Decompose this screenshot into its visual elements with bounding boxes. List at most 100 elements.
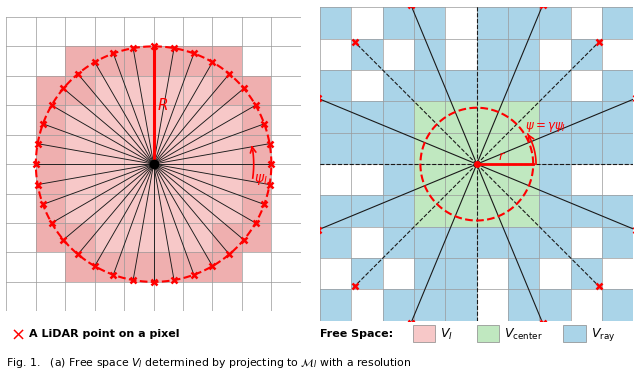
- Bar: [124, 46, 154, 76]
- Bar: [414, 101, 445, 133]
- Bar: [634, 227, 640, 258]
- Bar: [445, 258, 477, 289]
- Bar: [183, 135, 212, 164]
- Bar: [477, 39, 508, 70]
- Bar: [65, 135, 95, 164]
- Bar: [154, 76, 183, 105]
- Bar: [154, 135, 183, 164]
- Bar: [383, 164, 414, 195]
- Bar: [183, 105, 212, 135]
- Bar: [212, 164, 242, 194]
- Bar: [351, 195, 383, 227]
- Bar: [602, 101, 634, 133]
- Bar: [320, 133, 351, 164]
- Text: $\psi = \gamma\psi_I$: $\psi = \gamma\psi_I$: [525, 120, 566, 134]
- Bar: [477, 325, 499, 342]
- Bar: [65, 253, 95, 282]
- Bar: [540, 70, 571, 101]
- Bar: [124, 76, 154, 105]
- Bar: [183, 223, 212, 253]
- Bar: [212, 194, 242, 223]
- Bar: [124, 253, 154, 282]
- Bar: [65, 76, 95, 105]
- Bar: [95, 46, 124, 76]
- Bar: [154, 194, 183, 223]
- Bar: [95, 46, 124, 76]
- Bar: [65, 194, 95, 223]
- Bar: [508, 70, 540, 101]
- Bar: [508, 101, 540, 133]
- Text: $r$: $r$: [498, 150, 506, 163]
- Bar: [351, 133, 383, 164]
- Bar: [602, 289, 634, 321]
- Bar: [540, 133, 571, 164]
- Bar: [477, 7, 508, 39]
- Bar: [351, 258, 383, 289]
- Bar: [36, 164, 65, 194]
- Bar: [212, 46, 242, 76]
- Bar: [508, 227, 540, 258]
- Bar: [65, 105, 95, 135]
- Bar: [383, 227, 414, 258]
- Bar: [540, 0, 571, 7]
- Bar: [65, 46, 95, 76]
- Bar: [508, 39, 540, 70]
- Bar: [634, 133, 640, 164]
- Bar: [445, 101, 477, 133]
- Bar: [571, 133, 602, 164]
- Bar: [414, 7, 445, 39]
- Bar: [36, 135, 65, 164]
- Bar: [602, 195, 634, 227]
- Bar: [477, 195, 508, 227]
- Bar: [183, 194, 212, 223]
- Bar: [477, 101, 508, 133]
- Bar: [95, 253, 124, 282]
- Bar: [36, 223, 65, 253]
- Text: $\psi_I$: $\psi_I$: [253, 172, 268, 187]
- Bar: [508, 101, 540, 133]
- Text: $R$: $R$: [157, 97, 168, 113]
- Bar: [242, 223, 271, 253]
- Bar: [477, 133, 508, 164]
- Bar: [242, 164, 271, 194]
- Bar: [154, 253, 183, 282]
- Bar: [154, 223, 183, 253]
- Bar: [65, 253, 95, 282]
- Bar: [508, 133, 540, 164]
- Bar: [36, 135, 65, 164]
- Bar: [212, 223, 242, 253]
- Bar: [414, 195, 445, 227]
- Bar: [242, 135, 271, 164]
- Bar: [634, 70, 640, 101]
- Bar: [183, 46, 212, 76]
- Bar: [571, 195, 602, 227]
- Bar: [508, 7, 540, 39]
- Bar: [183, 253, 212, 282]
- Bar: [445, 289, 477, 321]
- Bar: [445, 227, 477, 258]
- Bar: [95, 194, 124, 223]
- Bar: [508, 258, 540, 289]
- Text: $\boldsymbol{V_{\mathrm{center}}}$: $\boldsymbol{V_{\mathrm{center}}}$: [504, 326, 543, 342]
- Bar: [242, 105, 271, 135]
- Bar: [242, 194, 271, 223]
- Bar: [383, 70, 414, 101]
- Bar: [383, 195, 414, 227]
- Bar: [383, 133, 414, 164]
- Bar: [212, 223, 242, 253]
- Bar: [445, 133, 477, 164]
- Bar: [477, 133, 508, 164]
- Bar: [445, 133, 477, 164]
- Bar: [477, 70, 508, 101]
- Bar: [212, 135, 242, 164]
- Bar: [508, 289, 540, 321]
- Bar: [563, 325, 586, 342]
- Bar: [383, 289, 414, 321]
- Bar: [154, 253, 183, 282]
- Bar: [445, 195, 477, 227]
- Bar: [540, 7, 571, 39]
- Bar: [383, 7, 414, 39]
- Bar: [36, 105, 65, 135]
- Bar: [124, 46, 154, 76]
- Bar: [508, 164, 540, 195]
